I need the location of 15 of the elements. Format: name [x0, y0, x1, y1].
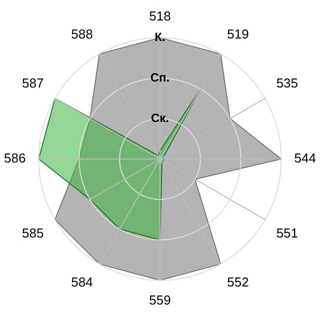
- spoke-label: 544: [294, 150, 316, 166]
- y-tick-label: Сп.: [150, 70, 170, 84]
- spoke-label: 551: [276, 226, 298, 241]
- spoke-label: 584: [71, 274, 93, 290]
- y-tick-label: К.: [154, 30, 166, 44]
- spoke-label: 588: [71, 26, 93, 42]
- spoke-label: 587: [22, 76, 44, 91]
- spoke-label: 535: [276, 76, 298, 91]
- spoke-label: 552: [227, 274, 249, 290]
- spoke-label: 585: [22, 226, 44, 241]
- spoke-label: 586: [4, 150, 26, 166]
- spoke-label: 519: [227, 26, 249, 42]
- spoke-label: 518: [149, 8, 171, 24]
- y-tick-label: Ск.: [150, 110, 170, 125]
- spoke-label: 559: [149, 292, 171, 308]
